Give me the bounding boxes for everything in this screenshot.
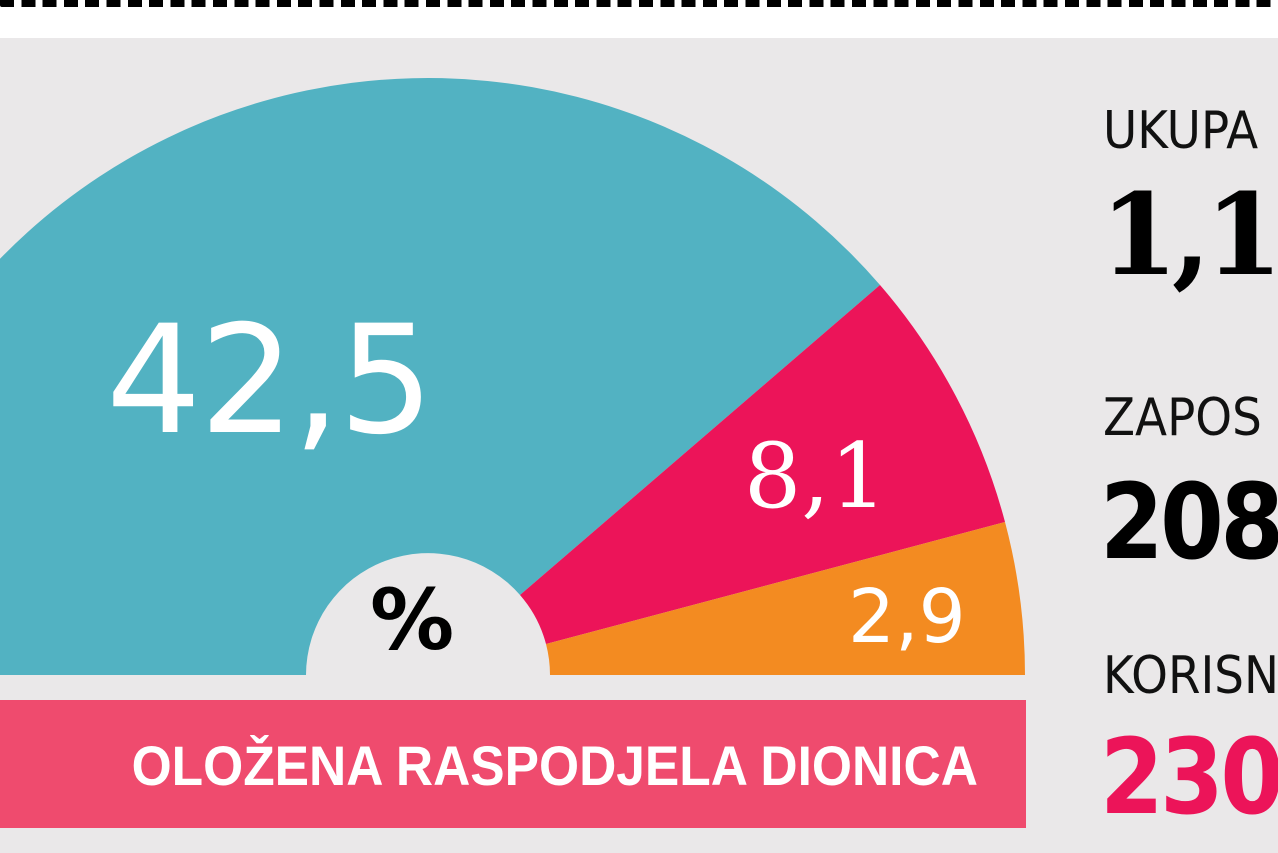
stat-value-employees: 208: [1100, 461, 1278, 583]
chart-title-bar: OLOŽENA RASPODJELA DIONICA: [0, 700, 1026, 828]
stat-label-total: UKUPA: [1103, 101, 1259, 161]
slice-label-pink: 8,1: [744, 424, 888, 529]
slice-teal: [0, 78, 880, 675]
slice-label-teal: 42,5: [106, 294, 434, 468]
dotted-divider: [0, 0, 1278, 7]
slice-label-orange: 2,9: [848, 574, 966, 660]
top-white-band: [0, 0, 1278, 38]
stat-label-employees: ZAPOS: [1103, 388, 1262, 448]
percent-unit-label: %: [370, 571, 455, 669]
stat-value-beneficiaries: 230: [1100, 716, 1278, 838]
chart-title: OLOŽENA RASPODJELA DIONICA: [131, 734, 978, 797]
stat-value-total: 1,1 n: [1100, 170, 1278, 301]
slice-pink: [520, 285, 1005, 644]
stat-label-beneficiaries: KORISN: [1103, 646, 1278, 706]
slice-orange: [546, 522, 1025, 675]
